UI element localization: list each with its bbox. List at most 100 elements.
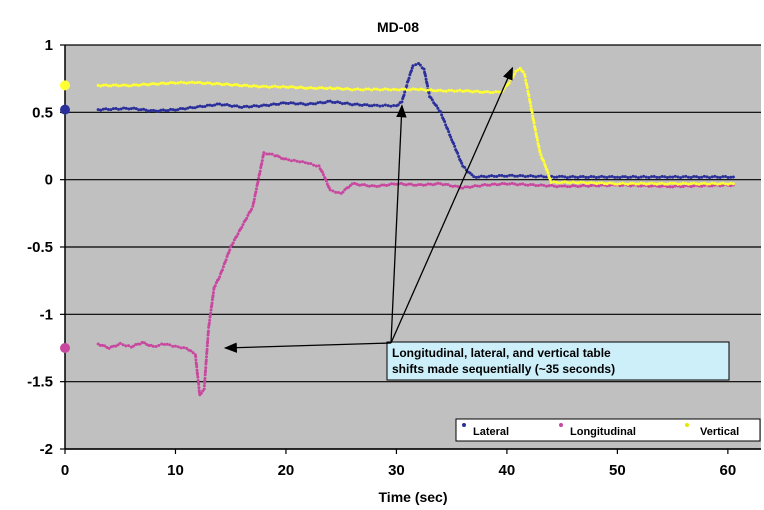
- data-point-lateral: [406, 79, 410, 83]
- data-point-longitudinal: [382, 183, 386, 187]
- data-point-lateral: [573, 175, 577, 179]
- data-point-vertical: [323, 86, 327, 90]
- data-point-longitudinal: [536, 184, 540, 188]
- data-point-longitudinal: [251, 204, 255, 208]
- data-point-lateral: [164, 109, 168, 113]
- annotation-line-1: Longitudinal, lateral, and vertical tabl…: [392, 346, 611, 360]
- data-point-lateral: [146, 109, 150, 113]
- data-point-vertical: [421, 88, 425, 92]
- data-point-vertical: [458, 88, 462, 92]
- data-point-lateral: [708, 176, 712, 180]
- data-point-longitudinal: [205, 355, 209, 359]
- data-point-lateral: [446, 127, 450, 131]
- data-point-vertical: [544, 164, 548, 168]
- data-point-lateral: [453, 144, 457, 148]
- data-point-longitudinal: [260, 162, 264, 166]
- data-point-longitudinal: [341, 190, 345, 194]
- data-point-longitudinal: [473, 184, 477, 188]
- data-point-lateral: [318, 100, 322, 104]
- data-point-longitudinal: [171, 344, 175, 348]
- data-point-vertical: [364, 87, 368, 91]
- data-point-vertical: [634, 182, 638, 186]
- data-point-lateral: [621, 175, 625, 179]
- data-point-longitudinal: [446, 183, 450, 187]
- data-point-longitudinal: [209, 308, 213, 312]
- x-tick-labels: 0 10 20 30 40 50 60: [61, 449, 736, 479]
- data-point-vertical: [582, 180, 586, 184]
- data-point-vertical: [679, 182, 683, 186]
- data-point-lateral: [411, 64, 415, 68]
- data-point-vertical: [524, 78, 528, 82]
- data-point-vertical: [232, 83, 236, 87]
- data-point-vertical: [534, 128, 538, 132]
- data-point-lateral: [470, 173, 474, 177]
- data-point-longitudinal: [214, 281, 218, 285]
- data-point-lateral: [671, 175, 675, 179]
- data-point-vertical: [296, 86, 300, 90]
- data-point-vertical: [361, 88, 365, 92]
- data-point-lateral: [127, 107, 131, 111]
- annotation-arrow: [390, 66, 514, 344]
- data-point-lateral: [576, 176, 580, 180]
- data-point-lateral: [518, 173, 522, 177]
- data-point-longitudinal: [565, 185, 569, 189]
- data-point-longitudinal: [461, 186, 465, 190]
- data-point-lateral: [644, 175, 648, 179]
- data-point-vertical: [289, 85, 293, 89]
- data-point-vertical: [494, 90, 498, 94]
- data-point-longitudinal: [303, 161, 307, 165]
- data-point-vertical: [386, 87, 390, 91]
- data-point-vertical: [286, 85, 290, 89]
- y-tick-label: -1: [40, 306, 53, 323]
- data-point-vertical: [546, 171, 550, 175]
- data-point-lateral: [200, 105, 204, 109]
- data-point-vertical: [348, 87, 352, 91]
- data-point-longitudinal: [277, 155, 281, 159]
- data-point-longitudinal: [232, 238, 236, 242]
- data-point-longitudinal: [600, 183, 604, 187]
- data-point-vertical: [528, 101, 532, 105]
- data-point-lateral: [101, 107, 105, 111]
- data-point-lateral: [497, 174, 501, 178]
- data-point-vertical: [245, 83, 249, 87]
- data-point-longitudinal: [282, 157, 286, 161]
- data-point-longitudinal: [729, 184, 733, 188]
- data-point-lateral: [490, 174, 494, 178]
- data-point-vertical: [242, 83, 246, 87]
- data-point-vertical: [461, 89, 465, 93]
- data-point-vertical: [213, 82, 217, 86]
- data-point-vertical: [626, 182, 630, 186]
- data-point-longitudinal: [205, 347, 209, 351]
- data-point-vertical: [671, 181, 675, 185]
- data-point-vertical: [383, 87, 387, 91]
- data-point-vertical: [708, 182, 712, 186]
- data-point-longitudinal: [665, 185, 669, 189]
- data-point-vertical: [270, 85, 274, 89]
- data-point-vertical: [478, 90, 482, 94]
- data-point-vertical: [149, 82, 153, 86]
- data-point-vertical: [529, 104, 533, 108]
- data-point-lateral: [247, 105, 251, 109]
- data-point-vertical: [543, 162, 547, 166]
- data-point-vertical: [613, 182, 617, 186]
- y-tick-label: 1: [45, 37, 53, 54]
- data-point-vertical: [631, 181, 635, 185]
- data-point-longitudinal: [539, 183, 543, 187]
- data-point-vertical: [111, 83, 115, 87]
- data-point-lateral: [592, 175, 596, 179]
- data-point-lateral: [589, 174, 593, 178]
- data-point-longitudinal: [114, 344, 118, 348]
- data-point-lateral: [225, 103, 229, 107]
- data-point-longitudinal: [118, 341, 122, 345]
- data-point-longitudinal: [124, 344, 128, 348]
- data-point-longitudinal: [306, 161, 310, 165]
- data-point-vertical: [259, 85, 263, 89]
- data-point-longitudinal: [550, 183, 554, 187]
- data-point-vertical: [176, 81, 180, 85]
- data-point-longitudinal: [195, 365, 199, 369]
- data-point-longitudinal: [189, 349, 193, 353]
- data-point-vertical: [294, 86, 298, 90]
- data-point-vertical: [359, 88, 363, 92]
- data-point-vertical: [273, 84, 277, 88]
- data-point-lateral: [286, 101, 290, 105]
